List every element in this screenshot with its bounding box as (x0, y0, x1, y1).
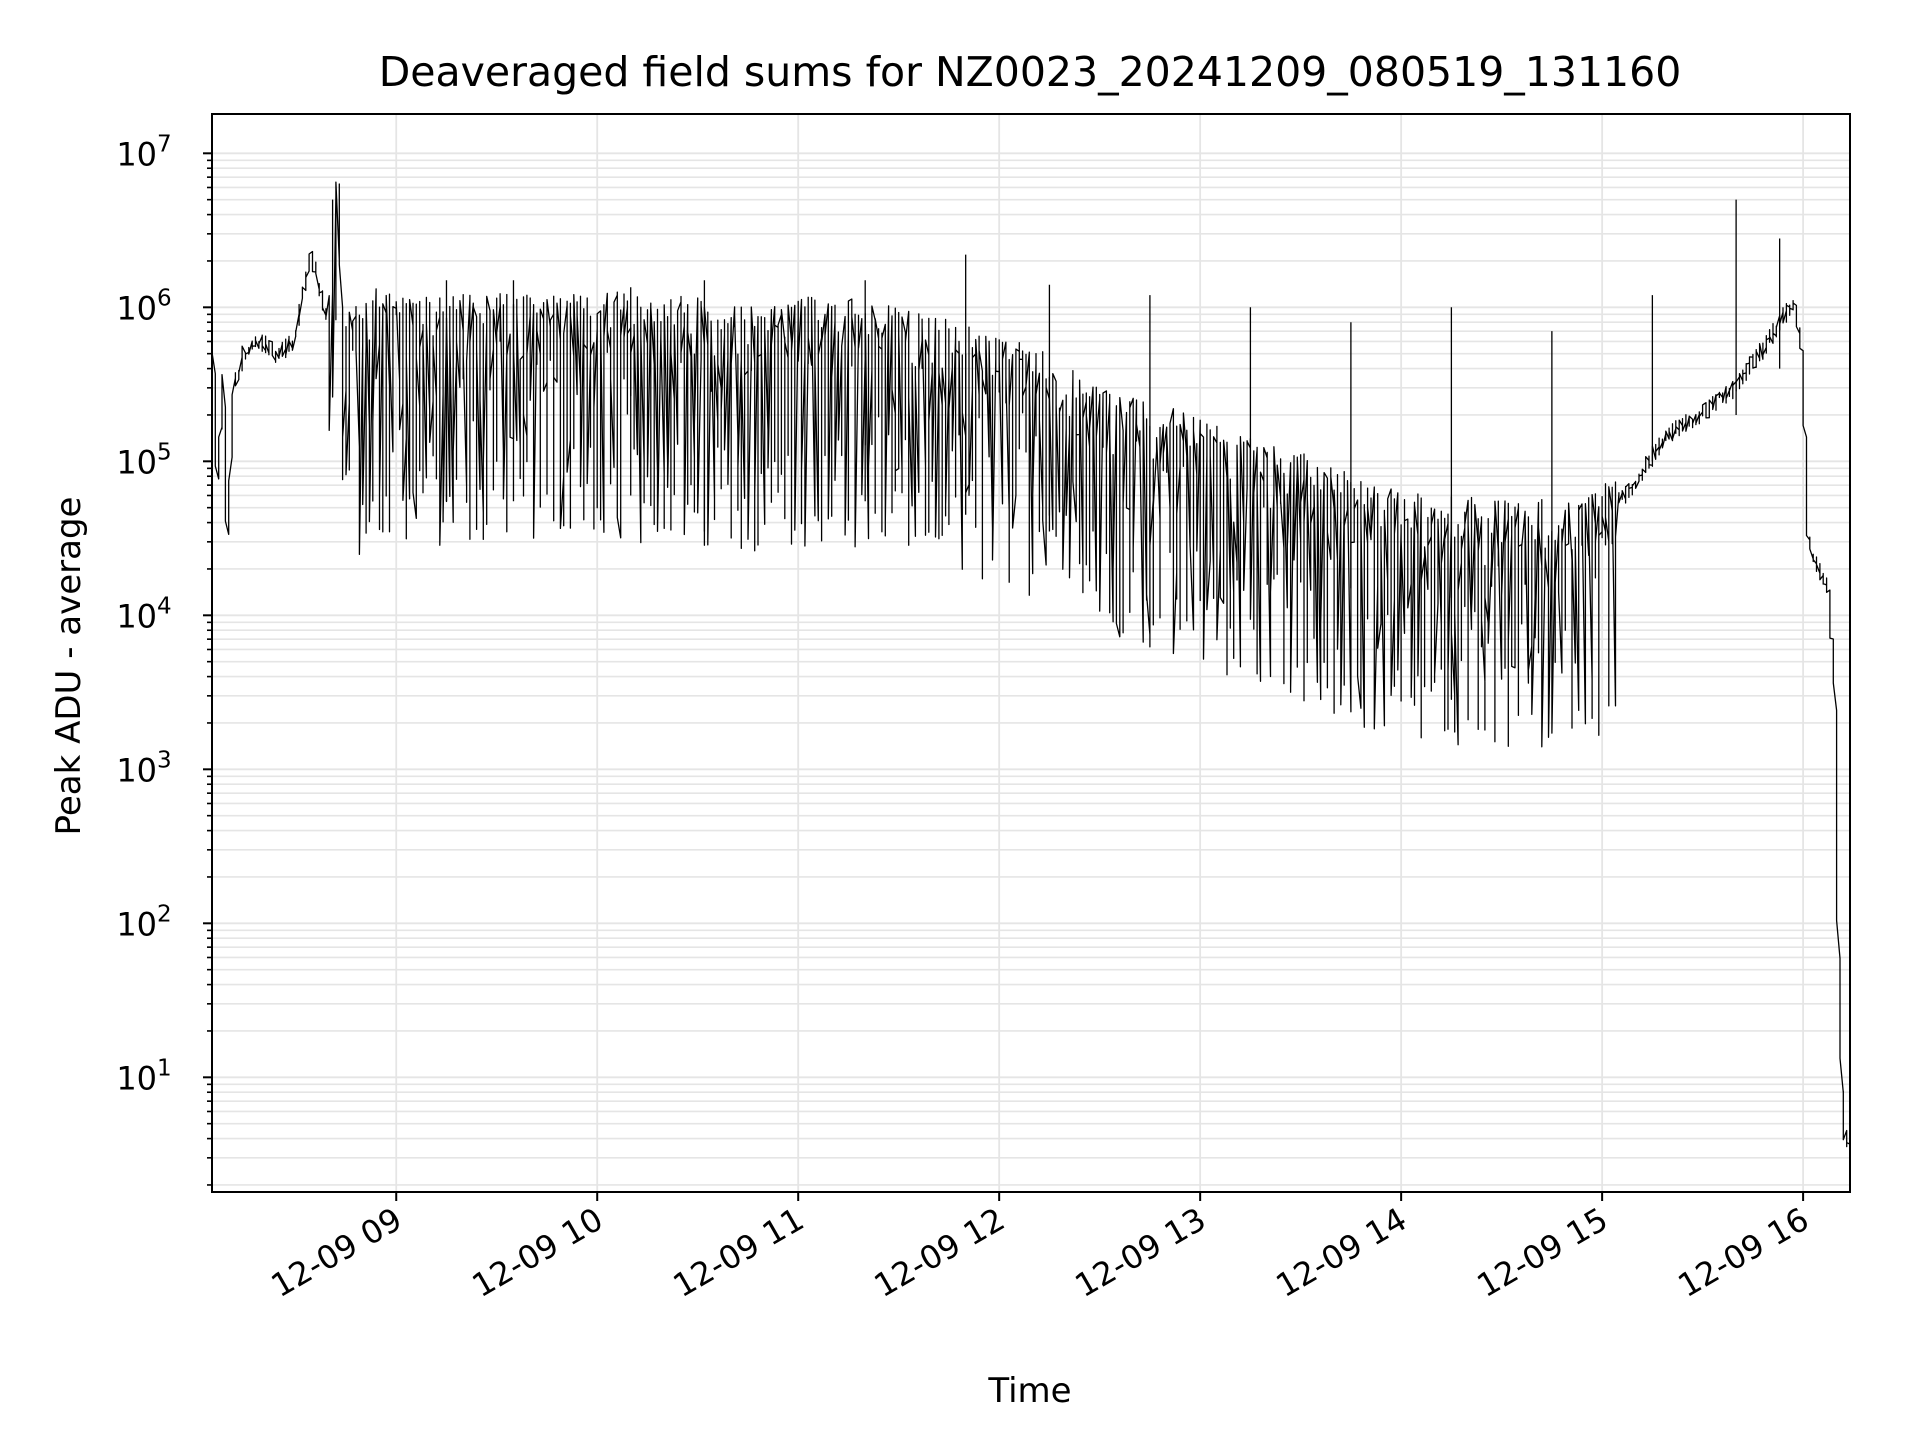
x-axis-label: Time (987, 1371, 1071, 1411)
y-tick-label: 107 (116, 131, 171, 173)
minor-gridlines (212, 159, 1850, 1186)
plot-frame (211, 113, 1851, 1193)
y-tick-label: 104 (116, 593, 171, 635)
y-tick-label: 101 (116, 1055, 171, 1097)
chart-title: Deaveraged field sums for NZ0023_2024120… (379, 48, 1682, 96)
y-tick-label: 102 (116, 901, 171, 943)
y-axis: 101 102 103 104 105 106 107 (116, 131, 212, 1186)
data-layer (211, 181, 1851, 1148)
series-line (211, 181, 1851, 1148)
y-tick-label: 106 (116, 285, 171, 327)
y-tick-label: 103 (116, 747, 171, 789)
major-gridlines (212, 114, 1850, 1192)
y-axis-label: Peak ADU - average (49, 497, 89, 836)
y-tick-label: 105 (116, 439, 171, 481)
